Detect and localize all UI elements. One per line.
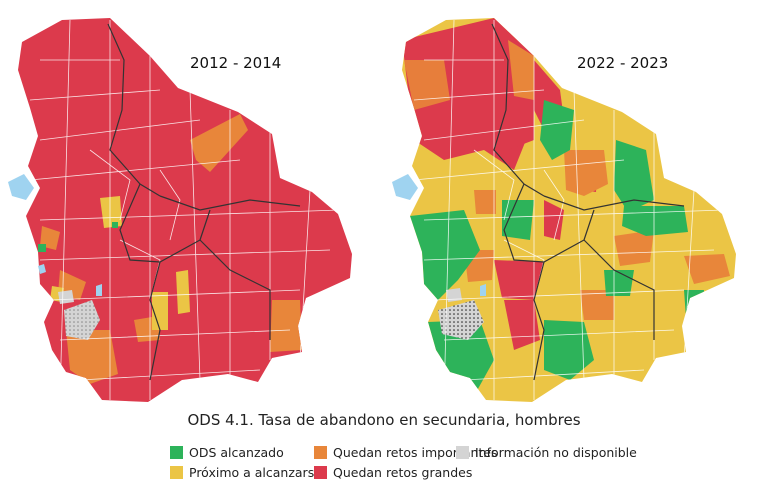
- legend-item-retos-grandes: Quedan retos grandes: [314, 465, 472, 480]
- legend-item-proximo: Próximo a alcanzarse: [170, 465, 322, 480]
- legend-item-ods-alcanzado: ODS alcanzado: [170, 445, 284, 460]
- legend-swatch: [456, 446, 469, 459]
- legend-label: Información no disponible: [475, 445, 637, 460]
- legend-swatch: [314, 466, 327, 479]
- legend-swatch: [170, 446, 183, 459]
- map-2012-2014: 2012 - 2014: [0, 0, 384, 420]
- legend-label: Próximo a alcanzarse: [189, 465, 322, 480]
- legend-label: ODS alcanzado: [189, 445, 284, 460]
- legend-swatch: [314, 446, 327, 459]
- legend-swatch: [170, 466, 183, 479]
- figure-title: ODS 4.1. Tasa de abandono en secundaria,…: [187, 411, 581, 429]
- map-period-left: 2012 - 2014: [190, 54, 282, 72]
- legend: ODS alcanzado Próximo a alcanzarse Queda…: [170, 443, 640, 483]
- map-period-right: 2022 - 2023: [577, 54, 669, 72]
- legend-label: Quedan retos grandes: [333, 465, 473, 480]
- map-2012-2014-graphic: [8, 18, 352, 402]
- map-2022-2023: 2022 - 2023: [384, 0, 768, 420]
- legend-item-no-disponible: Información no disponible: [456, 445, 637, 460]
- map-2022-2023-graphic: [392, 18, 736, 402]
